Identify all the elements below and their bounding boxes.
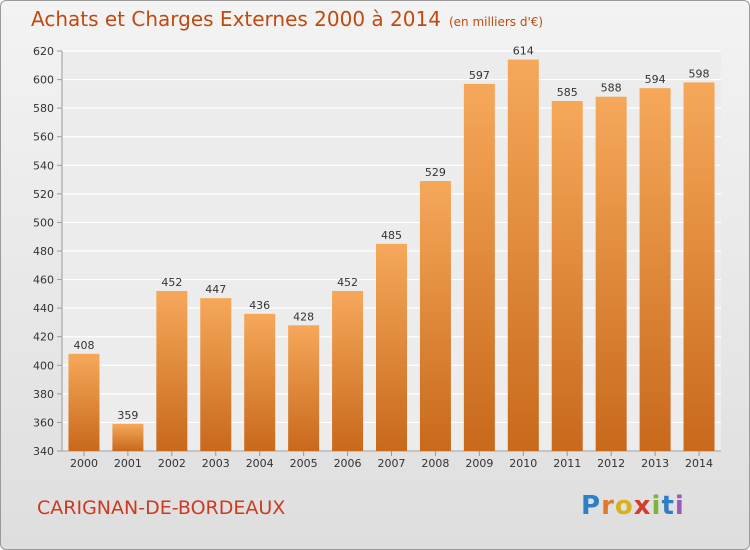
y-tick-label: 540 (33, 159, 54, 172)
data-label: 529 (425, 166, 446, 179)
y-tick-label: 480 (33, 245, 54, 258)
x-tick-label: 2001 (114, 457, 142, 470)
y-tick-label: 420 (33, 331, 54, 344)
data-label: 452 (337, 276, 358, 289)
plot-area: 340 360 380 400 420 440 460 480 500 520 540 560 580 6… (33, 45, 721, 470)
bar (683, 82, 715, 451)
chart-title-text: Achats et Charges Externes 2000 à 2014 (31, 7, 441, 31)
y-tick-label: 360 (33, 416, 54, 429)
proxiti-logo: Proxiti (581, 491, 685, 521)
logo-letter: i (674, 491, 685, 521)
bar (244, 313, 276, 451)
logo-letter: x (633, 491, 652, 521)
y-tick-label: 500 (33, 216, 54, 229)
data-label: 614 (513, 45, 534, 58)
x-tick-label: 2009 (465, 457, 493, 470)
x-tick-label: 2004 (246, 457, 274, 470)
y-tick-label: 460 (33, 274, 54, 287)
y-tick-label: 600 (33, 74, 54, 87)
bar (507, 59, 539, 451)
data-label: 597 (469, 69, 490, 82)
y-tick-label: 400 (33, 359, 54, 372)
bar (112, 423, 144, 451)
x-tick-label: 2003 (202, 457, 230, 470)
bar (463, 83, 495, 451)
x-tick-label: 2002 (158, 457, 186, 470)
bar (376, 243, 407, 451)
bar (288, 325, 320, 451)
logo-letter: o (614, 491, 634, 521)
data-label: 598 (689, 67, 710, 80)
data-label: 485 (381, 229, 402, 242)
bar (200, 298, 232, 451)
x-tick-label: 2005 (290, 457, 318, 470)
y-tick-label: 620 (33, 45, 54, 58)
data-label: 585 (557, 86, 578, 99)
bar (639, 88, 671, 452)
data-label: 359 (117, 409, 138, 422)
logo-letter: t (661, 491, 675, 521)
x-tick-label: 2010 (509, 457, 537, 470)
x-tick-label: 2011 (553, 457, 581, 470)
y-tick-label: 440 (33, 302, 54, 315)
x-tick-label: 2008 (421, 457, 449, 470)
data-label: 436 (249, 299, 270, 312)
bar (332, 291, 364, 451)
data-label: 594 (645, 73, 666, 86)
y-tick-label: 380 (33, 388, 54, 401)
logo-letter: P (581, 491, 602, 521)
y-tick-label: 340 (33, 445, 54, 458)
logo-letter: r (601, 491, 615, 521)
x-tick-label: 2000 (70, 457, 98, 470)
logo-letter: i (651, 491, 662, 521)
data-label: 408 (73, 339, 94, 352)
data-label: 428 (293, 310, 314, 323)
x-tick-label: 2014 (685, 457, 713, 470)
bar (419, 181, 451, 451)
chart-unit: (en milliers d'€) (448, 15, 544, 29)
bar (551, 101, 583, 451)
x-tick-label: 2007 (378, 457, 406, 470)
x-tick-label: 2012 (597, 457, 625, 470)
chart-title: Achats et Charges Externes 2000 à 2014 (e… (31, 7, 543, 31)
x-tick-label: 2013 (641, 457, 669, 470)
y-tick-label: 560 (33, 131, 54, 144)
city-name: CARIGNAN-DE-BORDEAUX (37, 497, 286, 519)
bar (68, 353, 100, 451)
x-tick-label: 2006 (334, 457, 362, 470)
bar (595, 96, 627, 451)
data-label: 452 (161, 276, 182, 289)
y-tick-label: 520 (33, 188, 54, 201)
data-label: 588 (601, 82, 622, 95)
bar (156, 291, 188, 451)
y-tick-label: 580 (33, 102, 54, 115)
data-label: 447 (205, 283, 226, 296)
